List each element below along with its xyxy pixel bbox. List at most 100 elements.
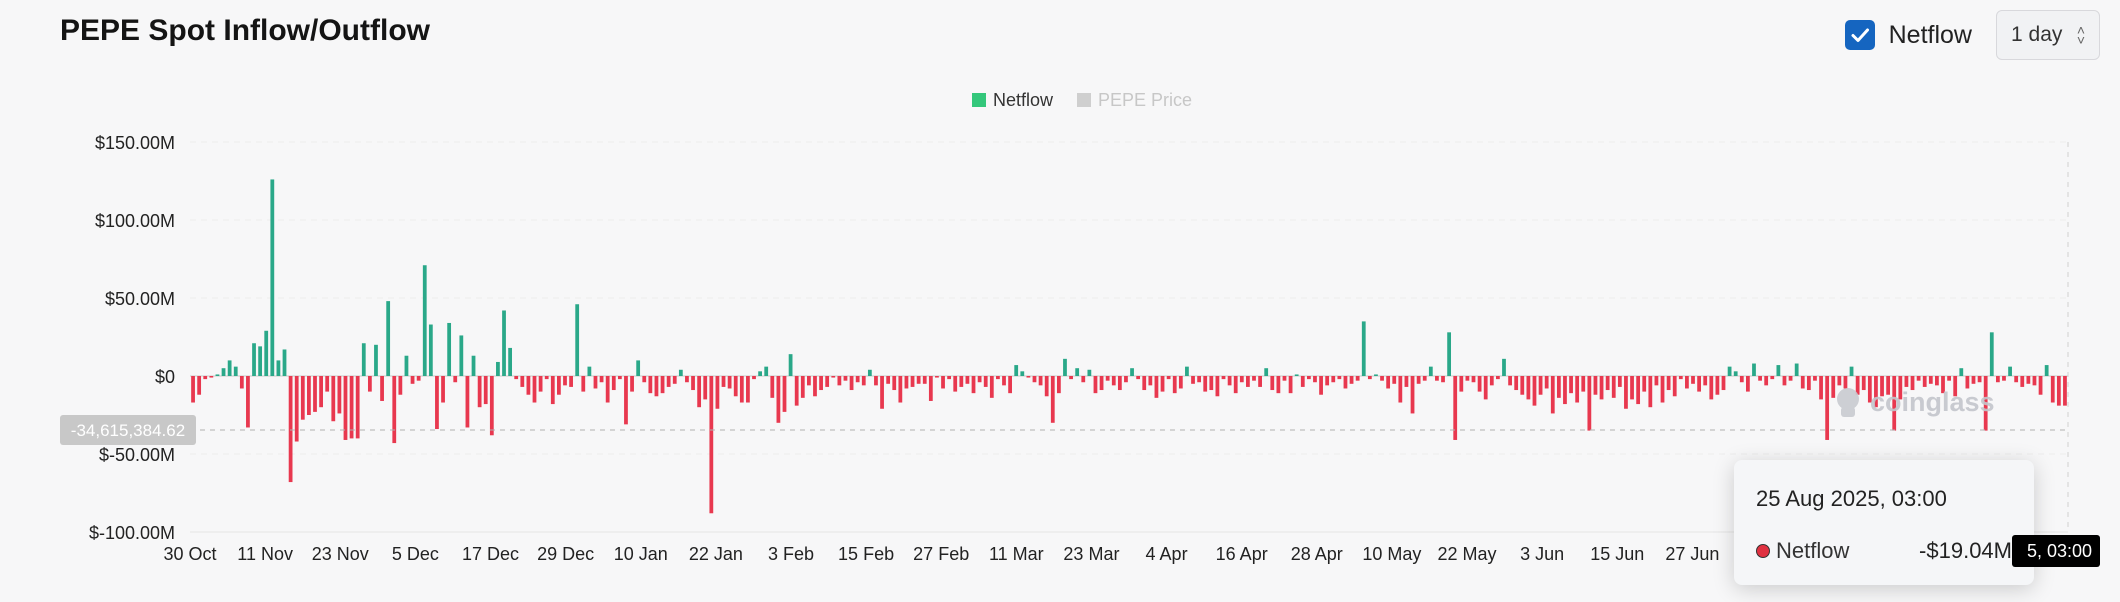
netflow-bar[interactable] bbox=[1514, 376, 1519, 391]
netflow-bar[interactable] bbox=[1081, 376, 1086, 383]
netflow-bar[interactable] bbox=[855, 376, 860, 383]
netflow-bar[interactable] bbox=[1935, 376, 1939, 386]
netflow-bar[interactable] bbox=[1721, 376, 1726, 391]
netflow-bar[interactable] bbox=[1471, 376, 1476, 383]
netflow-bar[interactable] bbox=[977, 376, 982, 383]
netflow-bar[interactable] bbox=[1538, 376, 1543, 395]
netflow-bar[interactable] bbox=[264, 330, 269, 376]
netflow-bar[interactable] bbox=[1331, 376, 1336, 383]
netflow-bar[interactable] bbox=[1459, 376, 1464, 392]
netflow-bar[interactable] bbox=[1843, 376, 1848, 389]
netflow-bar[interactable] bbox=[1166, 376, 1171, 380]
netflow-bar[interactable] bbox=[874, 376, 878, 386]
netflow-bar[interactable] bbox=[1770, 376, 1775, 380]
netflow-bar[interactable] bbox=[630, 376, 634, 392]
netflow-bar[interactable] bbox=[392, 376, 397, 444]
netflow-bar[interactable] bbox=[239, 376, 244, 389]
netflow-bar[interactable] bbox=[1880, 376, 1884, 397]
netflow-bar[interactable] bbox=[624, 376, 628, 425]
netflow-bar[interactable] bbox=[1550, 376, 1555, 414]
netflow-bar[interactable] bbox=[611, 376, 616, 391]
netflow-bar[interactable] bbox=[2050, 376, 2055, 403]
netflow-bar[interactable] bbox=[1624, 376, 1628, 409]
netflow-bar[interactable] bbox=[477, 376, 482, 408]
netflow-bar[interactable] bbox=[398, 376, 403, 395]
netflow-bar[interactable] bbox=[1044, 376, 1049, 397]
netflow-bar[interactable] bbox=[307, 376, 311, 415]
netflow-bar[interactable] bbox=[514, 376, 519, 380]
netflow-bar[interactable] bbox=[1075, 368, 1080, 376]
netflow-bar[interactable] bbox=[1313, 376, 1317, 383]
netflow-bar[interactable] bbox=[2032, 376, 2037, 386]
netflow-bar[interactable] bbox=[1404, 376, 1409, 387]
netflow-bar[interactable] bbox=[1398, 376, 1403, 403]
netflow-bar[interactable] bbox=[788, 354, 793, 376]
netflow-bar[interactable] bbox=[764, 366, 769, 376]
netflow-bar[interactable] bbox=[1380, 376, 1384, 381]
netflow-bar[interactable] bbox=[648, 376, 653, 394]
netflow-bar[interactable] bbox=[1319, 376, 1323, 395]
netflow-bar[interactable] bbox=[794, 376, 799, 406]
netflow-bar[interactable] bbox=[1819, 376, 1823, 400]
netflow-bar[interactable] bbox=[337, 376, 342, 414]
netflow-bar[interactable] bbox=[215, 374, 220, 376]
netflow-bar[interactable] bbox=[1288, 376, 1293, 394]
netflow-bar[interactable] bbox=[1233, 376, 1238, 394]
netflow-bar[interactable] bbox=[1691, 376, 1695, 384]
netflow-bar[interactable] bbox=[1239, 376, 1244, 383]
netflow-bar[interactable] bbox=[2008, 366, 2012, 376]
netflow-bar[interactable] bbox=[746, 376, 750, 403]
netflow-bar[interactable] bbox=[1959, 368, 1964, 376]
netflow-bar[interactable] bbox=[941, 376, 945, 389]
netflow-bar[interactable] bbox=[739, 376, 744, 403]
netflow-bar[interactable] bbox=[1727, 366, 1732, 376]
netflow-bar[interactable] bbox=[1111, 376, 1116, 386]
netflow-bar[interactable] bbox=[910, 376, 915, 387]
netflow-bar[interactable] bbox=[1124, 376, 1128, 383]
netflow-bar[interactable] bbox=[1776, 365, 1781, 376]
netflow-bar[interactable] bbox=[996, 376, 1000, 380]
netflow-bar[interactable] bbox=[660, 376, 665, 394]
netflow-bar[interactable] bbox=[1831, 376, 1836, 398]
netflow-bar[interactable] bbox=[697, 376, 702, 408]
netflow-bar[interactable] bbox=[1300, 376, 1305, 387]
netflow-bar[interactable] bbox=[1953, 376, 1958, 397]
netflow-bar[interactable] bbox=[1203, 376, 1208, 392]
netflow-bar[interactable] bbox=[1416, 376, 1421, 384]
netflow-bar[interactable] bbox=[654, 376, 659, 397]
netflow-bar[interactable] bbox=[1148, 376, 1153, 386]
netflow-bar[interactable] bbox=[1947, 376, 1951, 381]
netflow-bar[interactable] bbox=[617, 376, 622, 380]
netflow-bar[interactable] bbox=[825, 376, 830, 387]
netflow-bar[interactable] bbox=[1002, 376, 1006, 386]
netflow-bar[interactable] bbox=[1526, 376, 1531, 400]
netflow-bar[interactable] bbox=[1374, 374, 1378, 376]
netflow-bar[interactable] bbox=[1337, 376, 1342, 380]
netflow-bar[interactable] bbox=[1587, 376, 1592, 431]
netflow-bar[interactable] bbox=[203, 376, 208, 380]
netflow-bar[interactable] bbox=[435, 376, 439, 430]
netflow-bar[interactable] bbox=[508, 347, 513, 376]
netflow-bar[interactable] bbox=[1465, 376, 1470, 381]
netflow-bar[interactable] bbox=[1069, 376, 1073, 380]
netflow-bar[interactable] bbox=[1563, 376, 1567, 405]
netflow-bar[interactable] bbox=[1825, 376, 1830, 440]
netflow-bar[interactable] bbox=[1020, 371, 1025, 376]
netflow-checkbox[interactable] bbox=[1844, 20, 1875, 50]
netflow-bar[interactable] bbox=[1496, 376, 1500, 380]
netflow-bar[interactable] bbox=[886, 376, 891, 384]
netflow-bar[interactable] bbox=[928, 376, 933, 401]
netflow-bar[interactable] bbox=[1355, 376, 1360, 381]
netflow-bar[interactable] bbox=[715, 376, 720, 409]
netflow-bar[interactable] bbox=[916, 376, 921, 384]
netflow-bar[interactable] bbox=[319, 376, 323, 408]
netflow-bar[interactable] bbox=[252, 343, 256, 376]
netflow-bar[interactable] bbox=[1032, 376, 1037, 383]
netflow-bar[interactable] bbox=[355, 376, 360, 439]
netflow-bar[interactable] bbox=[843, 376, 848, 381]
netflow-bar[interactable] bbox=[2026, 376, 2031, 384]
netflow-bar[interactable] bbox=[563, 376, 567, 386]
netflow-bar[interactable] bbox=[1422, 376, 1427, 381]
netflow-bar[interactable] bbox=[1764, 376, 1769, 386]
netflow-bar[interactable] bbox=[1965, 376, 1970, 389]
